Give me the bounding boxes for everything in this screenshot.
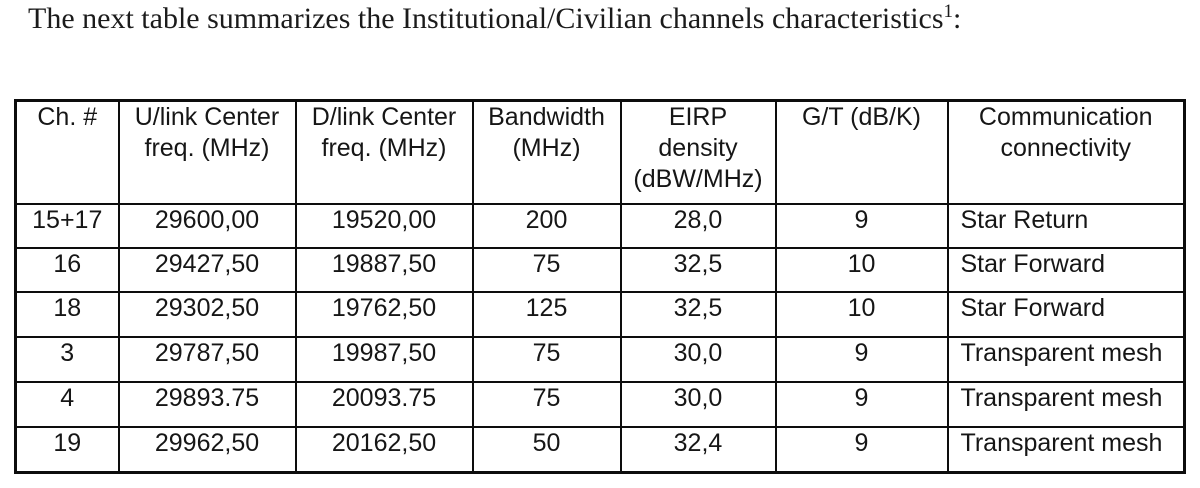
table-row: 16 29427,50 19887,50 75 32,5 10 Star For…	[14, 246, 1186, 293]
cell-gt: 9	[774, 380, 949, 428]
cell-gt: 9	[774, 425, 949, 474]
footnote-marker: 1	[943, 1, 954, 22]
cell-channel: 15+17	[14, 202, 120, 249]
cell-gt: 9	[774, 335, 949, 383]
col-header-eirp-density: EIRP density (dBW/MHz)	[619, 99, 777, 205]
cell-uplink-freq: 29302,50	[117, 290, 297, 338]
cell-channel: 18	[14, 290, 120, 338]
col-header-uplink-freq: U/link Center freq. (MHz)	[117, 99, 297, 205]
cell-connectivity: Transparent mesh	[946, 425, 1186, 474]
cell-downlink-freq: 20162,50	[294, 425, 474, 474]
cell-channel: 3	[14, 335, 120, 383]
cell-bandwidth: 75	[471, 380, 622, 428]
table-row: 3 29787,50 19987,50 75 30,0 9 Transparen…	[14, 335, 1186, 383]
cell-bandwidth: 50	[471, 425, 622, 474]
cell-connectivity: Star Forward	[946, 246, 1186, 293]
cell-uplink-freq: 29427,50	[117, 246, 297, 293]
cell-bandwidth: 75	[471, 335, 622, 383]
cell-gt: 9	[774, 202, 949, 249]
cell-eirp-density: 32,5	[619, 246, 777, 293]
cell-eirp-density: 30,0	[619, 335, 777, 383]
intro-paragraph: The next table summarizes the Institutio…	[28, 2, 961, 35]
cell-gt: 10	[774, 246, 949, 293]
table-body: 15+17 29600,00 19520,00 200 28,0 9 Star …	[14, 202, 1186, 474]
cell-eirp-density: 28,0	[619, 202, 777, 249]
cell-uplink-freq: 29893.75	[117, 380, 297, 428]
channels-table: Ch. # U/link Center freq. (MHz) D/link C…	[14, 99, 1186, 474]
cell-downlink-freq: 19887,50	[294, 246, 474, 293]
cell-channel: 4	[14, 380, 120, 428]
cell-bandwidth: 200	[471, 202, 622, 249]
cell-connectivity: Transparent mesh	[946, 380, 1186, 428]
cell-bandwidth: 125	[471, 290, 622, 338]
cell-eirp-density: 32,4	[619, 425, 777, 474]
col-header-channel: Ch. #	[14, 99, 120, 205]
cell-connectivity: Transparent mesh	[946, 335, 1186, 383]
cell-eirp-density: 30,0	[619, 380, 777, 428]
cell-uplink-freq: 29600,00	[117, 202, 297, 249]
col-header-connectivity: Communication connectivity	[946, 99, 1186, 205]
cell-downlink-freq: 20093.75	[294, 380, 474, 428]
table-row: 19 29962,50 20162,50 50 32,4 9 Transpare…	[14, 425, 1186, 474]
intro-text: The next table summarizes the Institutio…	[28, 2, 944, 35]
table-row: 4 29893.75 20093.75 75 30,0 9 Transparen…	[14, 380, 1186, 428]
cell-connectivity: Star Forward	[946, 290, 1186, 338]
table-row: 15+17 29600,00 19520,00 200 28,0 9 Star …	[14, 202, 1186, 249]
cell-channel: 16	[14, 246, 120, 293]
cell-uplink-freq: 29962,50	[117, 425, 297, 474]
cell-uplink-freq: 29787,50	[117, 335, 297, 383]
cell-channel: 19	[14, 425, 120, 474]
col-header-gt: G/T (dB/K)	[774, 99, 949, 205]
cell-bandwidth: 75	[471, 246, 622, 293]
cell-eirp-density: 32,5	[619, 290, 777, 338]
cell-downlink-freq: 19762,50	[294, 290, 474, 338]
table-row: 18 29302,50 19762,50 125 32,5 10 Star Fo…	[14, 290, 1186, 338]
cell-connectivity: Star Return	[946, 202, 1186, 249]
header-row: Ch. # U/link Center freq. (MHz) D/link C…	[14, 99, 1186, 205]
col-header-bandwidth: Bandwidth (MHz)	[471, 99, 622, 205]
col-header-downlink-freq: D/link Center freq. (MHz)	[294, 99, 474, 205]
cell-downlink-freq: 19987,50	[294, 335, 474, 383]
cell-gt: 10	[774, 290, 949, 338]
intro-suffix: :	[953, 2, 962, 35]
cell-downlink-freq: 19520,00	[294, 202, 474, 249]
